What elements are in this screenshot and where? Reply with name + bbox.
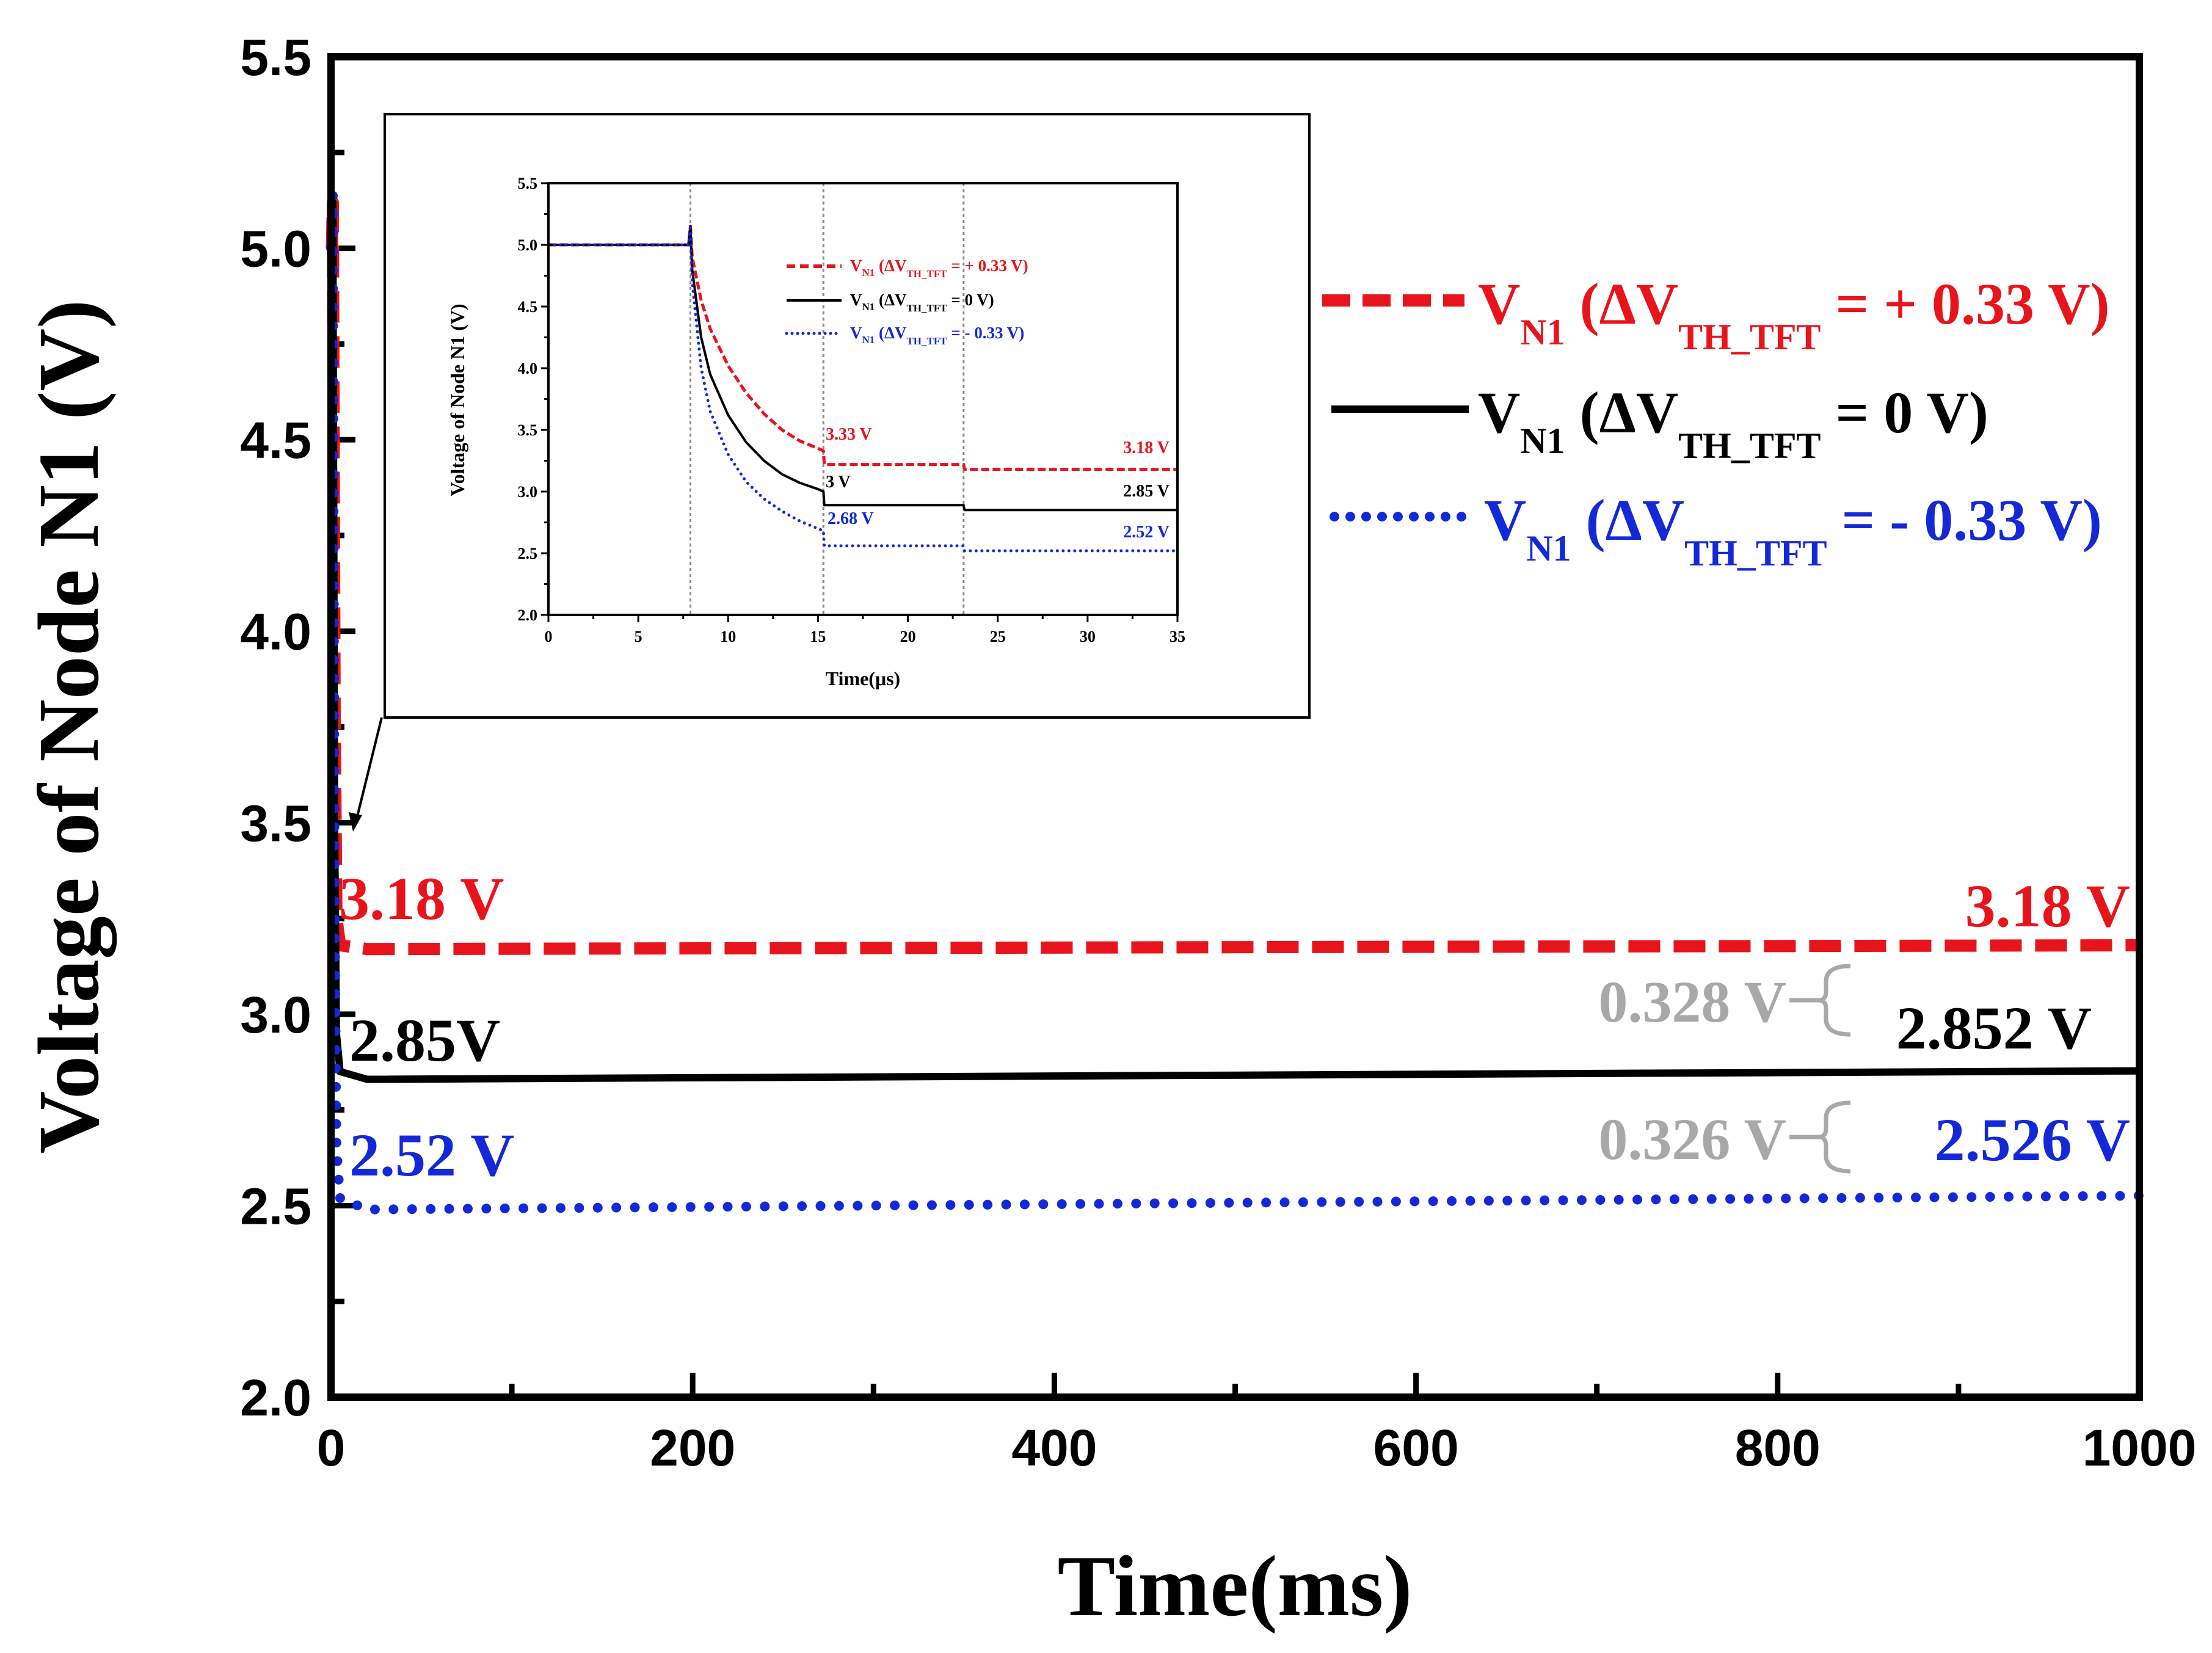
inset-y-tick-label: 4.5	[518, 298, 538, 316]
main-x-axis-title: Time(ms)	[1057, 1538, 1412, 1634]
inset-vertical-markers	[689, 183, 965, 615]
inset-legend-label-blue: VN1 (ΔVTH_TFT = - 0.33 V)	[850, 324, 1024, 347]
main-plot: 0 200 400 600 800 10002.02.53.03.54.04.55.05.…	[20, 29, 2196, 1634]
annotation-diff-upper: 0.328 V	[1598, 969, 1786, 1034]
inset-y-tick-label: 3.0	[518, 483, 538, 501]
inset-y-tick-label: 4.0	[518, 360, 538, 377]
inset-tick-labels: 0 5 10 15 20 25 30 35 2.0 2.5 3.0 3.5 4.0 4.5 5.0 5.5	[518, 175, 1186, 645]
inset-annotation-right-black: 2.85 V	[1123, 482, 1170, 501]
main-y-tick-label: 2.5	[240, 1177, 311, 1235]
main-x-tick-label: 600	[1373, 1419, 1459, 1477]
inset-x-axis-title: Time(μs)	[826, 667, 900, 689]
inset-pointer-arrow	[355, 717, 383, 822]
inset-annotation-black: 3 V	[826, 473, 851, 492]
main-plot-frame	[327, 53, 2143, 1401]
annotation-left-red: 3.18 V	[339, 865, 504, 932]
legend-label-black: VN1 (ΔVTH_TFT = 0 V)	[1478, 380, 1988, 466]
brace-lower-icon	[1789, 1100, 1851, 1174]
brace-upper-icon	[1789, 964, 1851, 1037]
inset-series-group	[547, 223, 1179, 553]
inset-x-tick-label: 10	[720, 628, 736, 645]
inset-annotation-right-red: 3.18 V	[1123, 438, 1170, 457]
inset-annotation-blue: 2.68 V	[828, 509, 874, 528]
main-y-tick-label: 4.5	[240, 412, 311, 469]
legend-label-red: VN1 (ΔVTH_TFT = + 0.33 V)	[1478, 271, 2110, 357]
legend-label-blue: VN1 (ΔVTH_TFT = - 0.33 V)	[1484, 487, 2102, 573]
annotation-diff-lower: 0.326 V	[1598, 1106, 1786, 1172]
main-x-tick-label: 200	[650, 1419, 735, 1477]
main-y-axis-title: Voltage of Node N1 (V)	[20, 300, 117, 1154]
inset-legend-label-red: VN1 (ΔVTH_TFT = + 0.33 V)	[850, 256, 1028, 280]
inset-y-tick-label: 5.5	[518, 175, 538, 192]
inset-series-line-2	[547, 223, 1179, 553]
inset-panel: 0 5 10 15 20 25 30 35 2.0 2.5 3.0 3.5 4.0 4.5 5.0 5.5 T…	[384, 113, 1311, 719]
inset-y-axis-title: Voltage of Node N1 (V)	[446, 303, 468, 496]
main-y-tick-label: 4.0	[240, 603, 311, 661]
main-y-tick-label: 3.0	[240, 986, 311, 1044]
main-x-tick-label: 1000	[2083, 1419, 2197, 1477]
annotation-right-blue: 2.526 V	[1935, 1106, 2130, 1174]
inset-y-tick-label: 5.0	[518, 236, 538, 254]
inset-legend: VN1 (ΔVTH_TFT = + 0.33 V) VN1 (ΔVTH_TFT …	[785, 256, 1028, 347]
main-legend: VN1 (ΔVTH_TFT = + 0.33 V) VN1 (ΔVTH_TFT …	[1322, 271, 2110, 573]
main-tick-labels: 0 200 400 600 800 10002.02.53.03.54.04.55.05.…	[240, 29, 2196, 1477]
inset-x-tick-label: 35	[1170, 628, 1185, 645]
inset-x-tick-label: 30	[1080, 628, 1096, 645]
inset-y-tick-label: 3.5	[518, 421, 538, 439]
annotation-right-black: 2.852 V	[1896, 994, 2092, 1062]
inset-annotation-right-blue: 2.52 V	[1123, 523, 1170, 542]
inset-legend-label-black: VN1 (ΔVTH_TFT = 0 V)	[850, 291, 994, 314]
main-x-tick-label: 400	[1011, 1419, 1097, 1477]
inset-y-tick-label: 2.0	[518, 606, 538, 624]
inset-y-tick-label: 2.5	[518, 545, 538, 562]
main-y-tick-label: 3.5	[240, 794, 311, 852]
annotation-left-black: 2.85V	[349, 1006, 500, 1074]
inset-x-tick-label: 0	[545, 628, 553, 645]
inset-border	[384, 113, 1311, 719]
main-x-tick-label: 800	[1735, 1419, 1821, 1477]
main-y-tick-label: 2.0	[240, 1369, 311, 1426]
inset-annotation-red: 3.33 V	[826, 425, 872, 444]
main-y-tick-label: 5.5	[240, 29, 311, 86]
annotation-right-red: 3.18 V	[1965, 872, 2130, 940]
main-y-tick-label: 5.0	[240, 220, 311, 278]
inset-x-tick-label: 5	[635, 628, 642, 645]
arrow-head-icon	[349, 812, 362, 832]
main-x-tick-label: 0	[317, 1419, 346, 1477]
inset-series-line-0	[548, 225, 1177, 471]
annotation-left-blue: 2.52 V	[349, 1121, 514, 1189]
inset-plot-frame	[547, 182, 1179, 616]
inset-x-tick-label: 15	[810, 628, 826, 645]
inset-x-tick-label: 25	[990, 628, 1006, 645]
inset-x-tick-label: 20	[900, 628, 916, 645]
